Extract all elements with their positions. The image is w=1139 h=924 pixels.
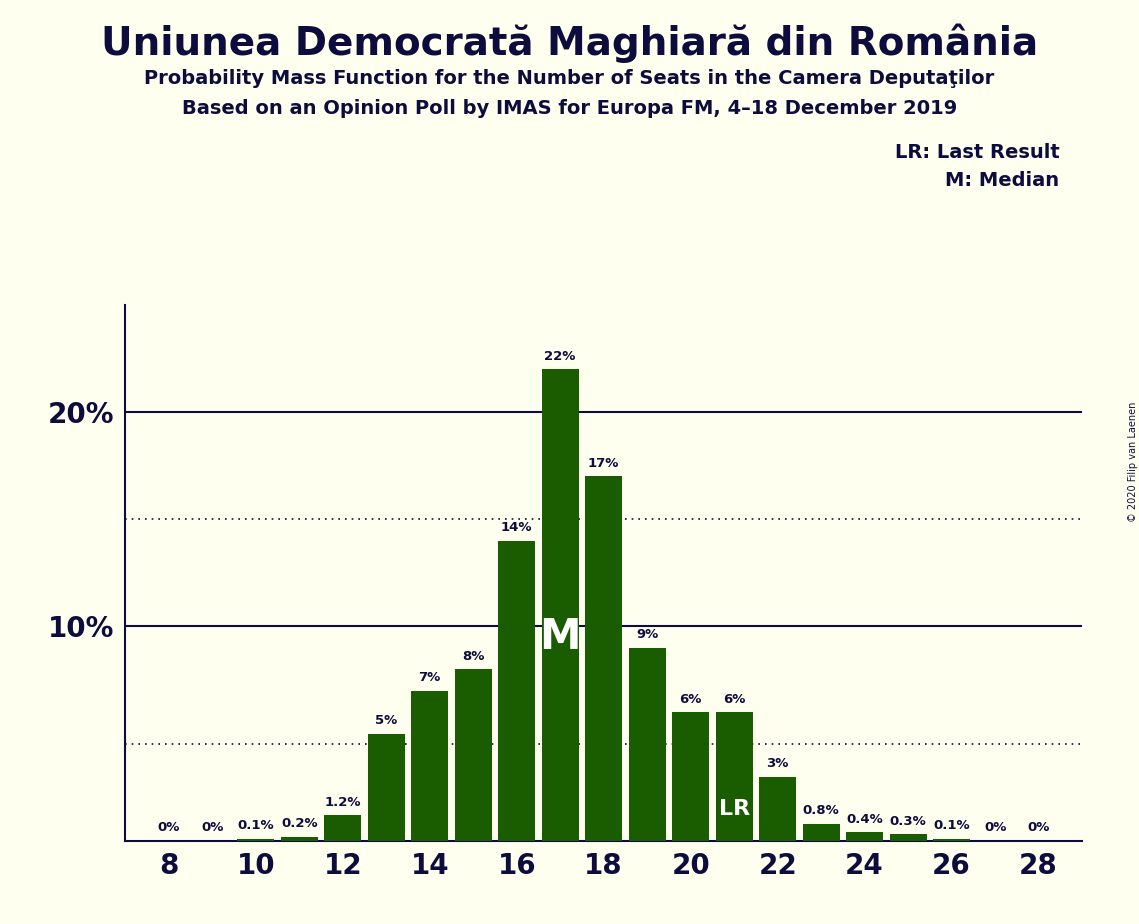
Bar — [846, 833, 883, 841]
Text: 14%: 14% — [501, 521, 532, 534]
Text: 17%: 17% — [588, 457, 620, 470]
Text: 0.3%: 0.3% — [890, 815, 926, 828]
Text: 0.1%: 0.1% — [237, 820, 274, 833]
Text: M: Median: M: Median — [945, 171, 1059, 190]
Text: 6%: 6% — [723, 693, 745, 706]
Bar — [237, 839, 274, 841]
Bar — [933, 839, 970, 841]
Bar — [585, 477, 622, 841]
Bar — [498, 541, 535, 841]
Text: M: M — [540, 616, 581, 658]
Text: LR: LR — [719, 798, 749, 819]
Text: 1.2%: 1.2% — [325, 796, 361, 808]
Text: 0%: 0% — [1027, 821, 1050, 834]
Text: © 2020 Filip van Laenen: © 2020 Filip van Laenen — [1129, 402, 1138, 522]
Text: 0.2%: 0.2% — [281, 817, 318, 830]
Bar — [672, 712, 710, 841]
Text: Based on an Opinion Poll by IMAS for Europa FM, 4–18 December 2019: Based on an Opinion Poll by IMAS for Eur… — [182, 99, 957, 118]
Text: 3%: 3% — [767, 757, 789, 770]
Text: 6%: 6% — [680, 693, 702, 706]
Text: 7%: 7% — [419, 672, 441, 685]
Text: 5%: 5% — [375, 714, 398, 727]
Bar — [542, 370, 579, 841]
Text: 22%: 22% — [544, 350, 576, 363]
Bar — [325, 815, 361, 841]
Text: 0.8%: 0.8% — [803, 804, 839, 817]
Bar — [368, 734, 404, 841]
Bar — [715, 712, 753, 841]
Bar — [803, 823, 839, 841]
Text: 0%: 0% — [202, 821, 223, 834]
Bar — [454, 669, 492, 841]
Bar — [411, 691, 449, 841]
Text: Uniunea Democrată Maghiară din România: Uniunea Democrată Maghiară din România — [101, 23, 1038, 63]
Text: LR: Last Result: LR: Last Result — [894, 143, 1059, 163]
Text: 8%: 8% — [462, 650, 484, 663]
Bar — [759, 776, 796, 841]
Text: 0.4%: 0.4% — [846, 813, 883, 826]
Bar — [281, 836, 318, 841]
Text: 0%: 0% — [984, 821, 1006, 834]
Bar — [890, 834, 927, 841]
Text: 0%: 0% — [157, 821, 180, 834]
Text: 0.1%: 0.1% — [933, 820, 970, 833]
Text: Probability Mass Function for the Number of Seats in the Camera Deputaţilor: Probability Mass Function for the Number… — [145, 69, 994, 89]
Bar — [629, 648, 665, 841]
Text: 9%: 9% — [636, 628, 658, 641]
